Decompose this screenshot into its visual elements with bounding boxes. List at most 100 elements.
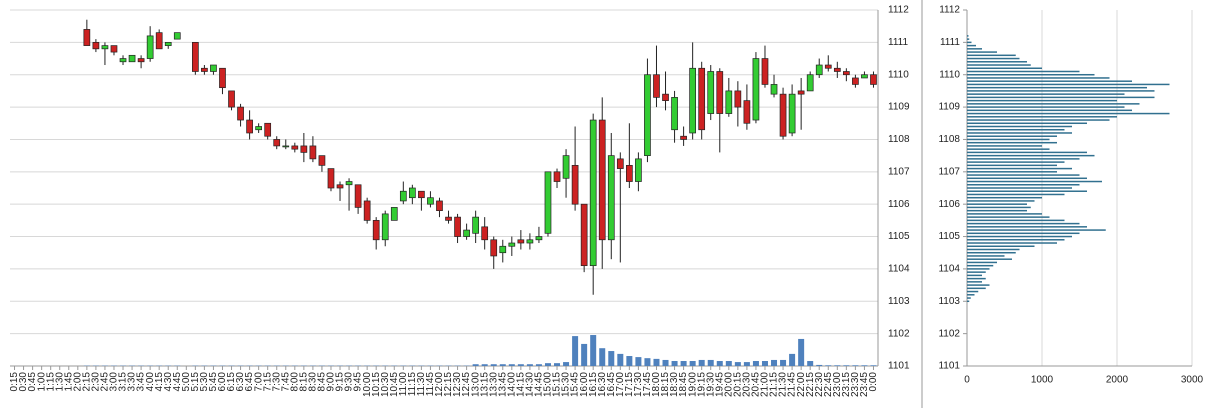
candle-body xyxy=(246,119,253,134)
candle-body xyxy=(309,145,317,160)
candle-body xyxy=(336,184,344,189)
x-tick-label: 11:15 xyxy=(407,372,418,397)
candle-body xyxy=(761,58,769,85)
x-tick-label: 0:15 xyxy=(9,372,20,392)
candle-body xyxy=(852,77,859,85)
candle-body xyxy=(300,145,308,153)
x-tick-label: 12:00 xyxy=(434,372,445,397)
candle-body xyxy=(499,245,507,254)
volume-bar xyxy=(725,361,732,366)
candle-body xyxy=(535,236,543,241)
candle-body xyxy=(689,67,696,134)
y-tick-label: 1111 xyxy=(940,37,960,48)
volume-bar xyxy=(544,363,551,366)
profile-bar xyxy=(967,128,1065,131)
candle-body xyxy=(454,216,461,237)
profile-bar xyxy=(967,261,997,264)
candle-body xyxy=(698,67,706,131)
volume-bar xyxy=(472,364,479,366)
x-tick-label: 16:45 xyxy=(606,372,617,397)
candle-body xyxy=(626,164,633,182)
profile-bar xyxy=(967,277,986,280)
x-tick-label: 13:15 xyxy=(479,372,490,397)
profile-bar xyxy=(967,300,970,303)
y-tick-label: 1109 xyxy=(888,102,910,113)
candle-body xyxy=(607,155,615,241)
volume-bar xyxy=(680,361,687,366)
volume-bar xyxy=(789,353,796,366)
candle-body xyxy=(282,145,290,148)
profile-bar xyxy=(967,112,1170,115)
candle-body xyxy=(354,184,362,208)
candle-body xyxy=(861,74,868,79)
volume-bar xyxy=(608,351,615,366)
x-tick-label: 23:00 xyxy=(832,372,843,397)
x-tick-label: 23:30 xyxy=(850,372,861,397)
x-tick-label: 22:45 xyxy=(823,372,834,397)
x-tick-label: 1:15 xyxy=(45,372,56,392)
candle-body xyxy=(770,84,778,95)
candle-body xyxy=(264,122,272,137)
x-tick-label: 21:00 xyxy=(760,372,771,397)
candle-body xyxy=(137,58,145,63)
x-tick-label: 2:00 xyxy=(72,372,83,392)
profile-bar xyxy=(967,57,1020,60)
x-tick-label: 18:45 xyxy=(678,372,689,397)
x-tick-label: 14:00 xyxy=(506,372,517,397)
profile-bar xyxy=(967,196,1042,199)
x-tick-label: 21:30 xyxy=(778,372,789,397)
x-tick-label: 22:30 xyxy=(814,372,825,397)
candle-body xyxy=(427,197,434,205)
candle-body xyxy=(616,158,624,169)
profile-bar xyxy=(967,206,1031,209)
candle-body xyxy=(580,203,588,267)
profile-bar xyxy=(967,248,1020,251)
profile-bar xyxy=(967,70,1080,73)
candle-body xyxy=(201,67,208,72)
x-tick-label: 5:30 xyxy=(199,372,210,392)
x-tick-label: 0:45 xyxy=(27,372,38,392)
candle-body xyxy=(318,155,326,166)
volume-bar xyxy=(716,361,723,366)
x-tick-label: 11:45 xyxy=(425,372,436,397)
x-tick-label: 19:15 xyxy=(696,372,707,397)
profile-bar xyxy=(967,83,1170,86)
profile-bar xyxy=(967,119,1110,121)
x-tick-label: 22:00 xyxy=(796,372,807,397)
profile-bar xyxy=(967,96,1155,99)
x-tick-label: 19:30 xyxy=(705,372,716,397)
volume-bar xyxy=(734,362,741,366)
x-tick-label: 6:45 xyxy=(244,372,255,392)
profile-bar xyxy=(967,109,1132,112)
candle-body xyxy=(219,67,226,89)
x-tick-label: 16:30 xyxy=(597,372,608,397)
x-tick-label: 10:30 xyxy=(380,372,391,397)
y-tick-label: 1102 xyxy=(888,328,910,339)
profile-bar xyxy=(967,122,1087,125)
profile-bar xyxy=(967,154,1095,157)
volume-bar xyxy=(481,364,488,366)
profile-bar xyxy=(967,268,990,270)
candle-body xyxy=(164,42,172,46)
profile-bar xyxy=(967,258,1012,260)
volume-bar xyxy=(771,359,778,366)
x-tick-label: 14:15 xyxy=(515,372,526,397)
profile-bar xyxy=(967,251,1016,254)
profile-bar xyxy=(967,86,1147,89)
candle-body xyxy=(481,226,489,241)
volume-bar xyxy=(843,365,850,366)
candle-body xyxy=(101,45,109,50)
volume-bar xyxy=(626,356,633,366)
profile-bar xyxy=(967,216,1050,218)
x-tick-label: 0 xyxy=(964,375,970,386)
candle-body xyxy=(707,71,715,114)
volume-bar xyxy=(644,358,651,366)
profile-bar xyxy=(967,200,1035,202)
profile-bar xyxy=(967,281,982,283)
profile-bar xyxy=(967,164,1057,167)
profile-bar xyxy=(967,180,1102,183)
x-tick-label: 3:15 xyxy=(118,372,129,392)
x-tick-label: 0:00 xyxy=(868,372,879,392)
x-tick-label: 2:30 xyxy=(91,372,102,392)
candle-body xyxy=(409,187,416,199)
